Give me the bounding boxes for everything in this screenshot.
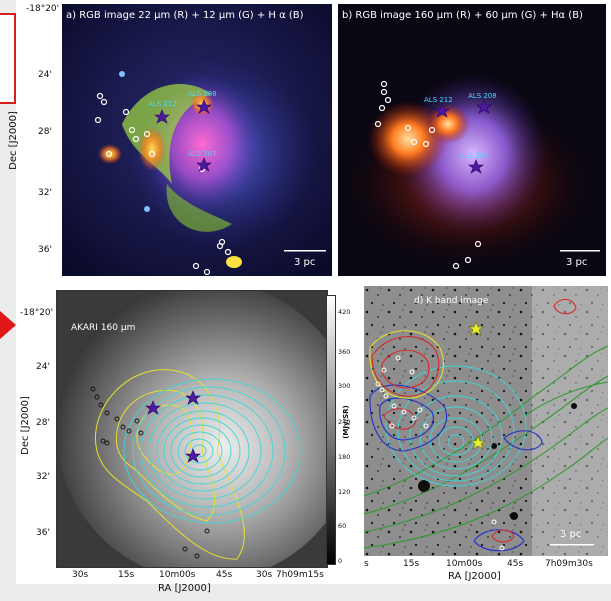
panel-d-scalebar-label: 3 pc — [560, 529, 582, 540]
panel-a-title: a) RGB image 22 μm (R) + 12 μm (G) + H α… — [66, 10, 304, 21]
panel-c-xlabel: RA [J2000] — [158, 583, 211, 594]
panel-d-xtick-2: 10m00s — [446, 559, 483, 569]
panel-b-star-label-212: ALS 212 — [424, 96, 453, 104]
panel-a-ytick-1: 24' — [38, 70, 52, 80]
panel-c-xtick-5: 7h09m15s — [276, 570, 324, 580]
highlight-box — [0, 13, 16, 104]
panel-c-ytick-3: 32' — [36, 472, 50, 482]
panel-c-xtick-2: 10m00s — [159, 570, 196, 580]
panel-a-scalebar-label: 3 pc — [294, 257, 316, 268]
panel-a-star-label-208: ALS 208 — [188, 90, 217, 98]
panel-c-xtick-0: 30s — [72, 570, 89, 580]
panel-d-xlabel: RA [J2000] — [448, 571, 501, 582]
colorbar-tick-4: 180 — [338, 453, 351, 461]
colorbar-tick-5: 120 — [338, 488, 351, 496]
panel-c-image: AKARI 160 μm — [56, 290, 328, 568]
panel-a-ytick-0: -18°20' — [26, 4, 60, 14]
panel-d-xtick-3: 45s — [507, 559, 524, 569]
colorbar-label: (MJy/SR) — [341, 405, 350, 439]
colorbar-tick-0: 420 — [338, 308, 351, 316]
panel-c-xtick-4: 30s — [256, 570, 273, 580]
panel-b-image: b) RGB image 160 μm (R) + 60 μm (G) + Hα… — [338, 4, 606, 276]
panel-d-xtick-0: s — [364, 559, 369, 569]
panel-c-ytick-2: 28' — [36, 418, 50, 428]
colorbar-tick-3: 240 — [338, 418, 351, 426]
panel-b-scalebar-label: 3 pc — [566, 257, 588, 268]
panel-b-title: b) RGB image 160 μm (R) + 60 μm (G) + Hα… — [342, 10, 583, 21]
panel-a-ylabel: Dec [J2000] — [7, 111, 19, 170]
panel-d-xtick-1: 15s — [403, 559, 420, 569]
colorbar-tick-6: 60 — [338, 522, 347, 530]
panel-b-star-label-208: ALS 208 — [468, 92, 497, 100]
panel-c-ytick-1: 24' — [36, 362, 50, 372]
panel-d-image: d) K band image 3 pc — [364, 286, 608, 556]
colorbar-tick-2: 300 — [338, 382, 351, 390]
panel-a-ytick-4: 36' — [38, 245, 52, 255]
panel-c-ylabel: Dec [J2000] — [19, 396, 31, 455]
colorbar-tick-1: 360 — [338, 348, 351, 356]
panel-c-ytick-0: -18°20' — [20, 308, 54, 318]
panel-c-xtick-3: 45s — [216, 570, 233, 580]
panel-a-ytick-2: 28' — [38, 127, 52, 137]
panel-a-image: a) RGB image 22 μm (R) + 12 μm (G) + H α… — [62, 4, 332, 276]
arrow-pointer-icon — [0, 311, 16, 339]
panel-a-star-label-207: ALS 207 — [188, 150, 217, 158]
panel-a-ytick-3: 32' — [38, 188, 52, 198]
panel-a-star-label-212: ALS 212 — [148, 100, 177, 108]
panel-c-colorbar — [326, 295, 336, 565]
panel-d-title: d) K band image — [414, 296, 489, 306]
panel-b-star-label-207: ALS 207 — [460, 152, 489, 160]
panel-c-ytick-4: 36' — [36, 528, 50, 538]
colorbar-tick-7: 0 — [338, 557, 343, 565]
panel-d-xtick-4: 7h09m30s — [545, 559, 593, 569]
panel-c-title: AKARI 160 μm — [71, 323, 136, 333]
panel-c-xtick-1: 15s — [118, 570, 135, 580]
